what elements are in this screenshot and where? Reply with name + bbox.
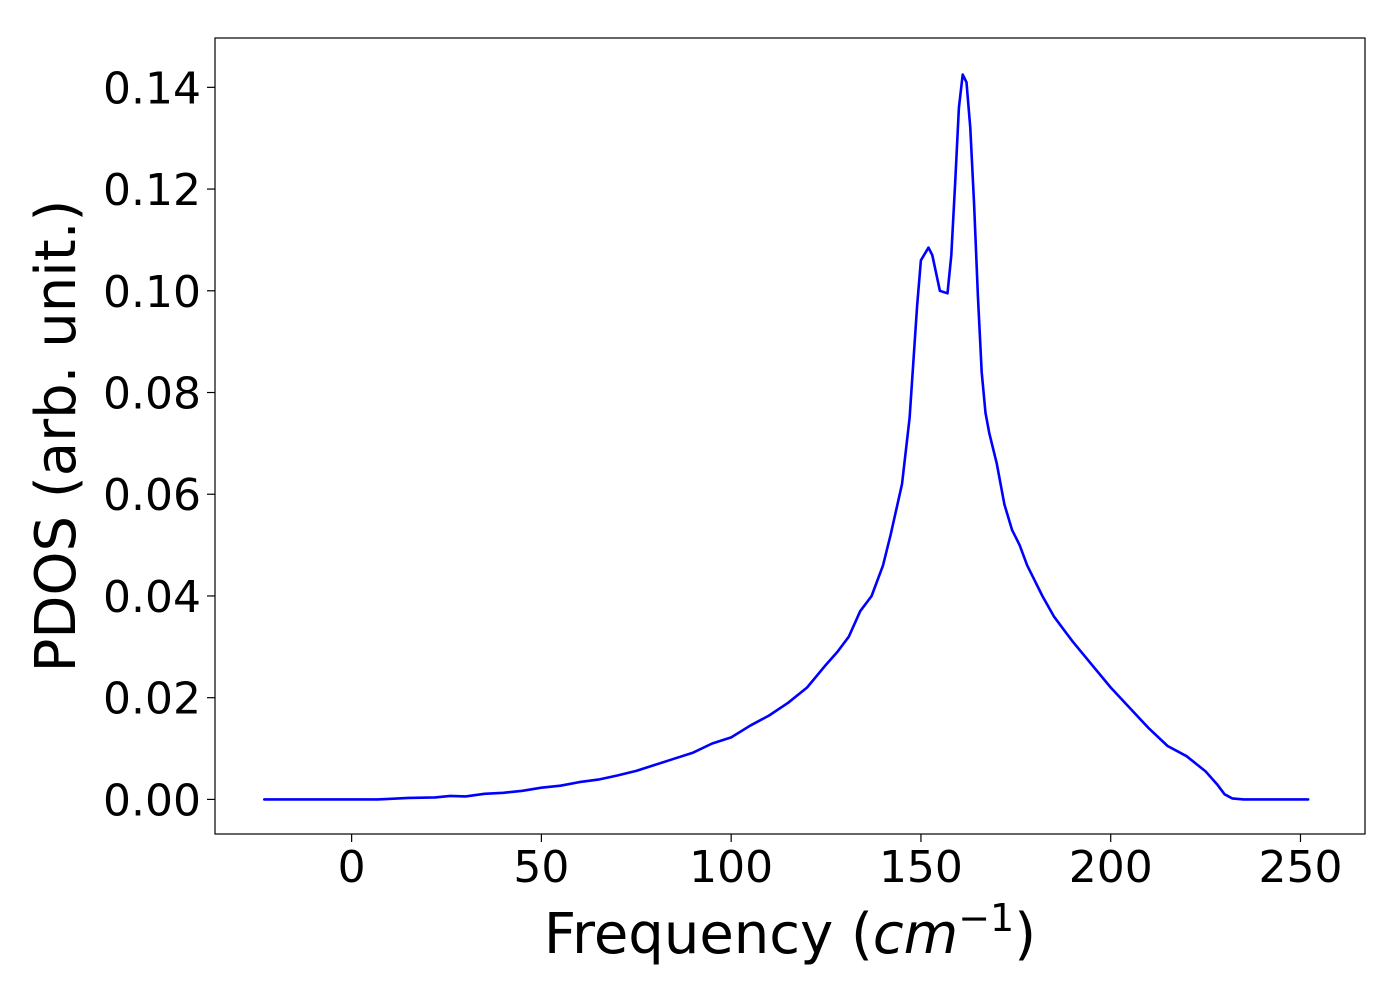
y-tick-label: 0.00 [103,775,201,826]
y-axis-ticks: 0.00 0.02 0.04 0.06 0.08 0.10 0.12 0.14 [103,63,215,826]
y-tick-label: 0.04 [103,572,201,623]
x-tick-label: 250 [1258,842,1342,893]
y-tick-label: 0.10 [103,267,201,318]
x-tick-label: 100 [689,842,773,893]
x-tick-label: 150 [879,842,963,893]
y-tick-label: 0.12 [103,165,201,216]
x-tick-label: 50 [513,842,569,893]
x-axis-label: Frequency (cm−1) [544,896,1036,967]
series-layer [263,73,1310,801]
y-tick-label: 0.02 [103,674,201,725]
y-tick-label: 0.06 [103,470,201,521]
x-tick-label: 200 [1069,842,1153,893]
y-tick-label: 0.14 [103,63,201,114]
y-axis-label: PDOS (arb. unit.) [24,200,89,673]
x-tick-label: 0 [338,842,366,893]
x-axis-ticks: 0 50 100 150 200 250 [338,834,1342,893]
pdos-series-line [263,73,1310,801]
plot-area-frame [214,37,1366,835]
y-tick-label: 0.08 [103,369,201,420]
